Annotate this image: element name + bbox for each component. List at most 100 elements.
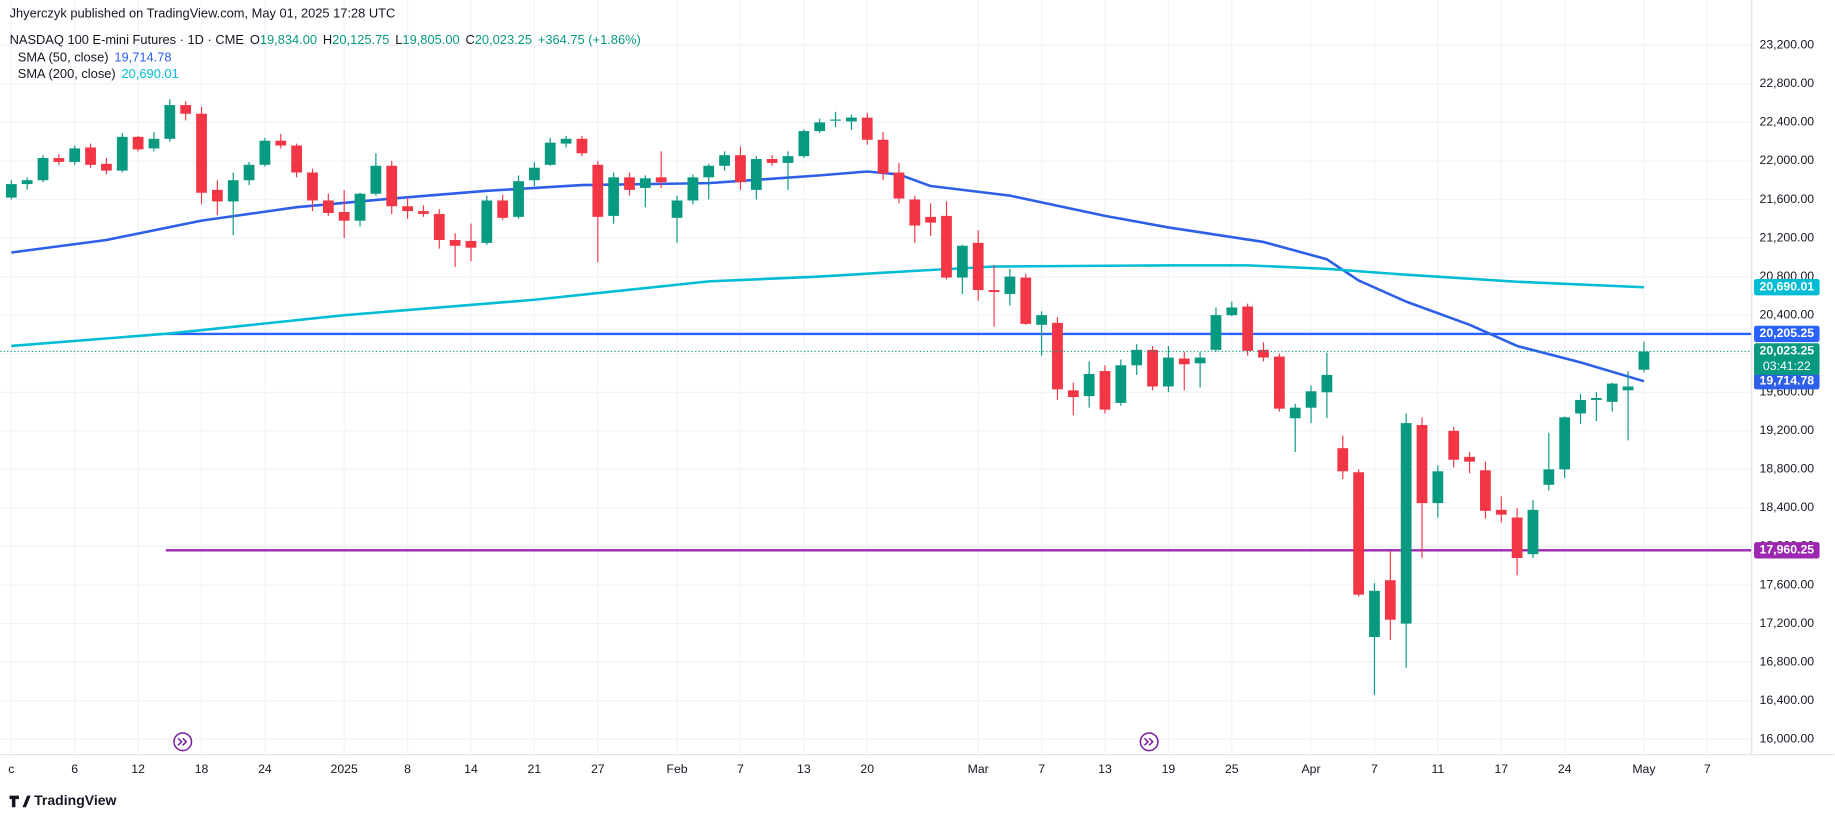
candle-body [782, 156, 794, 163]
event-icon[interactable] [173, 732, 193, 752]
indicator-value: 20,690.01 [122, 66, 179, 81]
candle-body [1432, 471, 1444, 504]
candle-body [227, 180, 239, 202]
candle-body [846, 117, 857, 122]
brand-logo[interactable] [9, 795, 31, 808]
x-tick-label: 21 [528, 762, 542, 776]
ohlc-value: 19,805.00 [402, 32, 459, 47]
y-tick-label: 16,000.00 [1760, 731, 1815, 745]
candle-body [497, 200, 509, 218]
candle-body [560, 138, 572, 144]
x-tick-label: 17 [1494, 762, 1508, 776]
x-tick-label: 7 [1371, 762, 1378, 776]
x-tick-label: Apr [1302, 762, 1321, 776]
candle-body [639, 178, 651, 188]
candle-body [735, 155, 746, 183]
candle-body [655, 177, 667, 183]
candle-body [814, 122, 826, 132]
candle-body [909, 199, 921, 226]
x-tick-label: 18 [195, 762, 209, 776]
candle-body [69, 148, 81, 162]
candle-body [1163, 357, 1174, 387]
candle-body [132, 136, 144, 150]
candle-body [354, 193, 366, 221]
candle-body [1590, 398, 1602, 400]
ohlc-key: O [250, 32, 260, 47]
candle-body [592, 164, 604, 217]
indicator-line: SMA (50, close) 19,714.78 [18, 50, 172, 65]
candle-body [750, 159, 762, 190]
candle-body [1495, 509, 1507, 515]
brand-name[interactable]: TradingView [34, 792, 116, 808]
candle-body [1321, 374, 1333, 393]
candle-body [481, 200, 493, 243]
indicator-name: SMA (200, close) [18, 66, 116, 81]
candle-body [148, 138, 160, 149]
candle-body [877, 139, 889, 174]
candle-body [5, 184, 17, 198]
sma-line [11, 264, 1645, 348]
candle-body [1527, 509, 1539, 555]
candle-body [275, 140, 287, 146]
candle-body [1638, 351, 1650, 370]
candle-body [449, 239, 461, 246]
candle-body [941, 215, 952, 278]
indicator-name: SMA (50, close) [18, 50, 109, 65]
candle-body [1622, 386, 1634, 391]
last-price-tag-countdown: 03:41:22 [1763, 359, 1811, 373]
candle-body [766, 159, 778, 163]
candle-body [1020, 277, 1032, 324]
candle-body [608, 177, 620, 216]
candle-body [956, 245, 968, 278]
candle-body [1083, 373, 1095, 397]
line-price-tag-bg [1754, 542, 1820, 559]
candle-body [576, 138, 588, 154]
candle-body [307, 172, 318, 201]
sma-price-tag-bg [1754, 279, 1820, 296]
symbol-line: NASDAQ 100 E-mini Futures · 1D · CME O 19,… [10, 32, 641, 47]
x-tick-label: 11 [1432, 762, 1445, 776]
event-icon[interactable] [1139, 732, 1159, 752]
candle-body [386, 165, 398, 207]
y-tick-label: 18,400.00 [1760, 500, 1815, 514]
ohlc-key: C [465, 32, 474, 47]
candle-body [1194, 357, 1206, 364]
candle-body [925, 216, 937, 223]
candle-body [322, 200, 334, 213]
line-price-tag: 17,960.25 [1760, 543, 1815, 557]
candle-body [1052, 322, 1063, 390]
x-tick-label: May [1632, 762, 1656, 776]
change: +364.75 (+1.86%) [538, 32, 641, 47]
candle-body [1511, 517, 1523, 559]
candle-body [1606, 383, 1618, 402]
candle-body [893, 172, 905, 199]
y-tick-label: 22,000.00 [1760, 153, 1815, 167]
candle-body [101, 163, 112, 171]
candle-body [1575, 399, 1586, 414]
y-tick-label: 21,200.00 [1760, 230, 1815, 244]
line-price-tag-bg [1754, 325, 1820, 343]
x-tick-label: 8 [404, 762, 411, 776]
x-tick-label: 7 [1704, 762, 1711, 776]
candle-body [196, 113, 207, 193]
candle-body [528, 167, 540, 181]
candle-body [433, 213, 445, 240]
x-tick-label: 25 [1225, 762, 1239, 776]
x-tick-label: 24 [258, 762, 272, 776]
candle-body [1242, 306, 1254, 351]
candle-body [465, 240, 477, 248]
publisher-line: Jhyerczyk published on TradingView.com, … [10, 5, 396, 20]
x-tick-label: 7 [1038, 762, 1045, 776]
candle-body [53, 158, 65, 162]
candle-body [988, 290, 1000, 293]
y-tick-label: 19,200.00 [1760, 423, 1815, 437]
candle-body [243, 164, 255, 181]
candle-body [719, 155, 730, 166]
candle-body [21, 180, 33, 185]
candle-body [402, 206, 413, 212]
symbol: NASDAQ 100 E-mini Futures · 1D · CME [10, 32, 245, 47]
x-tick-label: 24 [1558, 762, 1572, 776]
candle-body [1353, 472, 1365, 595]
ohlc-key: L [395, 32, 402, 47]
